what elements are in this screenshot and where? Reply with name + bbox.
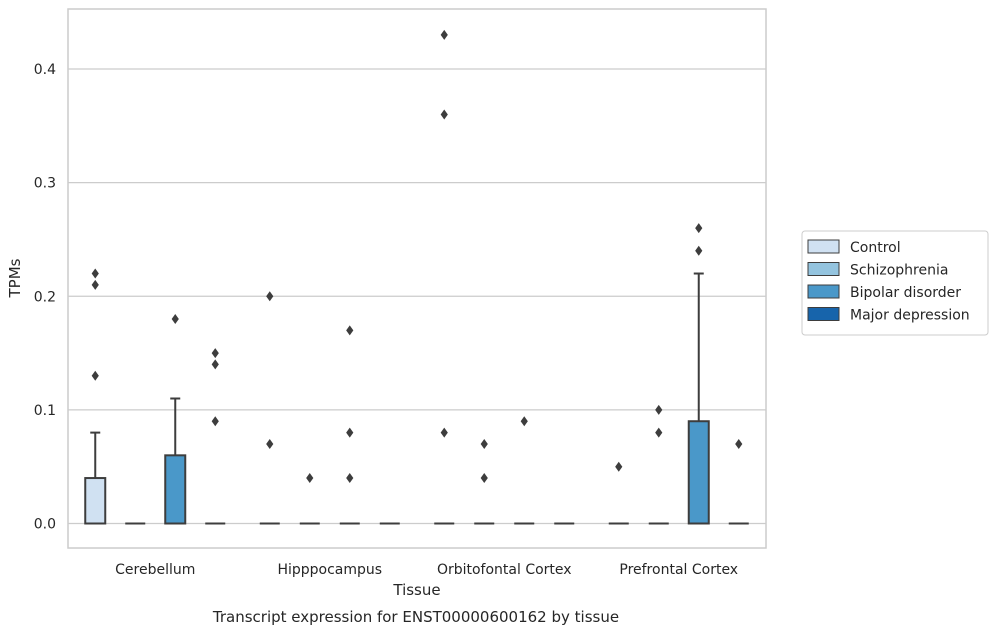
- y-tick-label: 0.2: [34, 289, 56, 305]
- outlier-point: [211, 348, 219, 359]
- outlier-point: [520, 416, 528, 427]
- x-tick-label: Orbitofontal Cortex: [437, 562, 572, 578]
- outlier-point: [306, 473, 314, 484]
- outlier-point: [480, 438, 488, 449]
- outlier-point: [266, 438, 274, 449]
- outlier-point: [346, 427, 354, 438]
- legend-swatch: [807, 284, 840, 299]
- box-bipolar-disorder: [687, 272, 710, 525]
- outlier-point: [655, 427, 663, 438]
- legend-label: Control: [850, 240, 901, 256]
- legend-label: Schizophrenia: [850, 263, 948, 279]
- plot-area-frame: [67, 8, 767, 549]
- x-tick-label: Hipppocampus: [277, 562, 382, 578]
- outlier-point: [91, 268, 99, 279]
- outlier-point: [735, 438, 743, 449]
- x-tick-label: Prefrontal Cortex: [619, 562, 738, 578]
- legend-label: Major depression: [850, 308, 970, 324]
- legend: Control Schizophrenia Bipolar disorder Majo…: [801, 230, 989, 336]
- outlier-point: [440, 29, 448, 40]
- outlier-point: [440, 109, 448, 120]
- legend-label: Bipolar disorder: [850, 285, 961, 301]
- y-axis-ticks: 0.0 0.1 0.2 0.3 0.4: [34, 62, 56, 533]
- box-body: [687, 420, 710, 525]
- chart-caption: Transcript expression for ENST0000060016…: [212, 608, 619, 626]
- x-axis-ticks: Cerebellum Hipppocampus Orbitofontal Corte…: [115, 562, 738, 578]
- x-axis-label: Tissue: [392, 581, 440, 599]
- outlier-point: [171, 313, 179, 324]
- x-tick-label: Cerebellum: [115, 562, 195, 578]
- outlier-point: [211, 359, 219, 370]
- outlier-point: [91, 370, 99, 381]
- y-tick-label: 0.4: [34, 62, 56, 78]
- y-tick-label: 0.1: [34, 403, 56, 419]
- legend-swatch: [807, 262, 840, 276]
- y-axis-label: TPMs: [6, 258, 24, 298]
- box-body: [164, 454, 187, 525]
- outlier-point: [346, 473, 354, 484]
- outlier-point: [695, 245, 703, 256]
- box-control: [84, 431, 107, 525]
- outlier-point: [480, 473, 488, 484]
- outlier-point: [266, 291, 274, 302]
- outlier-point: [440, 427, 448, 438]
- outlier-point: [91, 279, 99, 290]
- y-tick-label: 0.3: [34, 176, 56, 192]
- y-tick-label: 0.0: [34, 517, 56, 533]
- outlier-point: [211, 416, 219, 427]
- outlier-point: [615, 461, 623, 472]
- outlier-point: [695, 223, 703, 234]
- legend-swatch: [807, 239, 840, 254]
- box-layer: [84, 272, 749, 525]
- box-bipolar-disorder: [164, 397, 187, 525]
- legend-swatch: [807, 307, 840, 321]
- outlier-point: [655, 404, 663, 415]
- outlier-point: [346, 325, 354, 336]
- box-body: [84, 477, 107, 525]
- outlier-layer: [91, 29, 743, 484]
- legend-frame: [801, 230, 989, 336]
